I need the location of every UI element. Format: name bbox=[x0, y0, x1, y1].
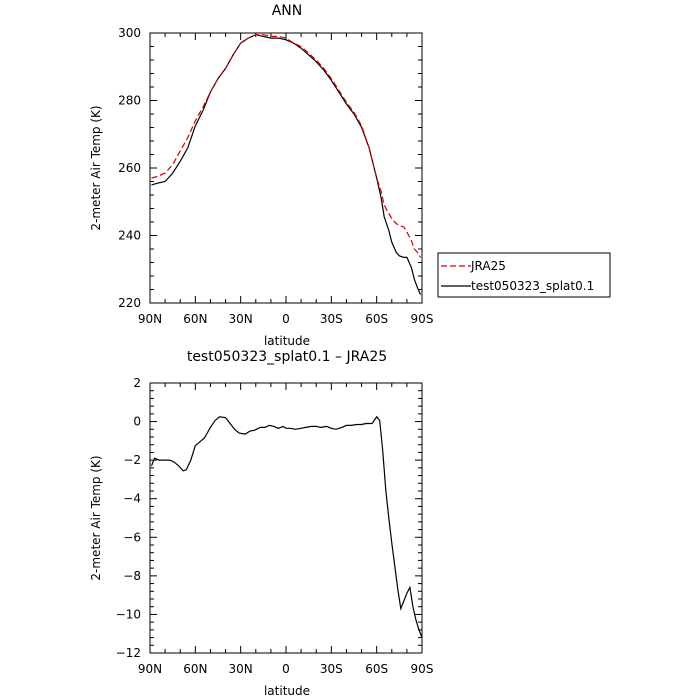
legend-label-test: test050323_splat0.1 bbox=[471, 279, 594, 293]
top-series-line-1 bbox=[151, 34, 422, 295]
bottom-chart-title: test050323_splat0.1 – JRA25 bbox=[187, 349, 387, 365]
top-xtick-label: 60S bbox=[365, 312, 388, 326]
bottom-ytick-label: −10 bbox=[116, 607, 141, 621]
bottom-xtick-label: 90N bbox=[138, 662, 162, 676]
top-xtick-label: 30S bbox=[320, 312, 343, 326]
bottom-plot-frame bbox=[149, 382, 423, 654]
bottom-tick-labels: 90N 60N 30N 0 30S 60S 90S −12 −10 −8 −6 −4 −2 0 2 bbox=[116, 376, 434, 676]
bottom-xtick-label: 30N bbox=[229, 662, 253, 676]
top-tick-labels: 90N 60N 30N 0 30S 60S 90S 220 240 260 280 300 bbox=[118, 26, 433, 326]
bottom-x-axis-label: latitude bbox=[264, 684, 310, 698]
temperature-panel: ANN 90N 60N 30N 0 30S 60S 90S 220 240 260 280 300 l… bbox=[89, 3, 611, 348]
top-xtick-label: 0 bbox=[282, 312, 290, 326]
top-xtick-label: 90N bbox=[138, 312, 162, 326]
top-ytick-label: 300 bbox=[118, 26, 141, 40]
bottom-xtick-label: 60N bbox=[183, 662, 207, 676]
bottom-series bbox=[150, 415, 423, 638]
top-ytick-label: 220 bbox=[118, 296, 141, 310]
bottom-xtick-label: 60S bbox=[365, 662, 388, 676]
bottom-series-line-0 bbox=[150, 415, 423, 638]
top-x-axis-label: latitude bbox=[264, 334, 310, 348]
bottom-ytick-label: −4 bbox=[123, 492, 141, 506]
bottom-ytick-label: 2 bbox=[133, 376, 141, 390]
top-xtick-label: 30N bbox=[229, 312, 253, 326]
bottom-xtick-label: 90S bbox=[411, 662, 434, 676]
top-chart-title: ANN bbox=[272, 3, 303, 19]
top-ytick-label: 280 bbox=[118, 94, 141, 108]
top-xtick-label: 60N bbox=[183, 312, 207, 326]
top-plot-frame bbox=[149, 32, 423, 304]
legend: JRA25 test050323_splat0.1 bbox=[437, 252, 611, 298]
bottom-ytick-label: 0 bbox=[133, 415, 141, 429]
bottom-xtick-label: 30S bbox=[320, 662, 343, 676]
top-series bbox=[151, 34, 422, 295]
top-ticks bbox=[149, 32, 423, 304]
bottom-ytick-label: −12 bbox=[116, 646, 141, 660]
bottom-ticks bbox=[149, 382, 423, 654]
bottom-ytick-label: −2 bbox=[123, 453, 141, 467]
top-ytick-label: 240 bbox=[118, 229, 141, 243]
legend-box bbox=[437, 252, 611, 298]
bottom-y-axis-label: 2-meter Air Temp (K) bbox=[89, 455, 103, 580]
top-y-axis-label: 2-meter Air Temp (K) bbox=[89, 105, 103, 230]
difference-panel: test050323_splat0.1 – JRA25 90N 60N 30N 0 30… bbox=[89, 349, 433, 698]
top-ytick-label: 260 bbox=[118, 161, 141, 175]
top-xtick-label: 90S bbox=[411, 312, 434, 326]
bottom-ytick-label: −6 bbox=[123, 530, 141, 544]
top-series-line-0 bbox=[151, 34, 422, 258]
bottom-xtick-label: 0 bbox=[282, 662, 290, 676]
legend-label-jra25: JRA25 bbox=[470, 259, 506, 273]
bottom-ytick-label: −8 bbox=[123, 569, 141, 583]
